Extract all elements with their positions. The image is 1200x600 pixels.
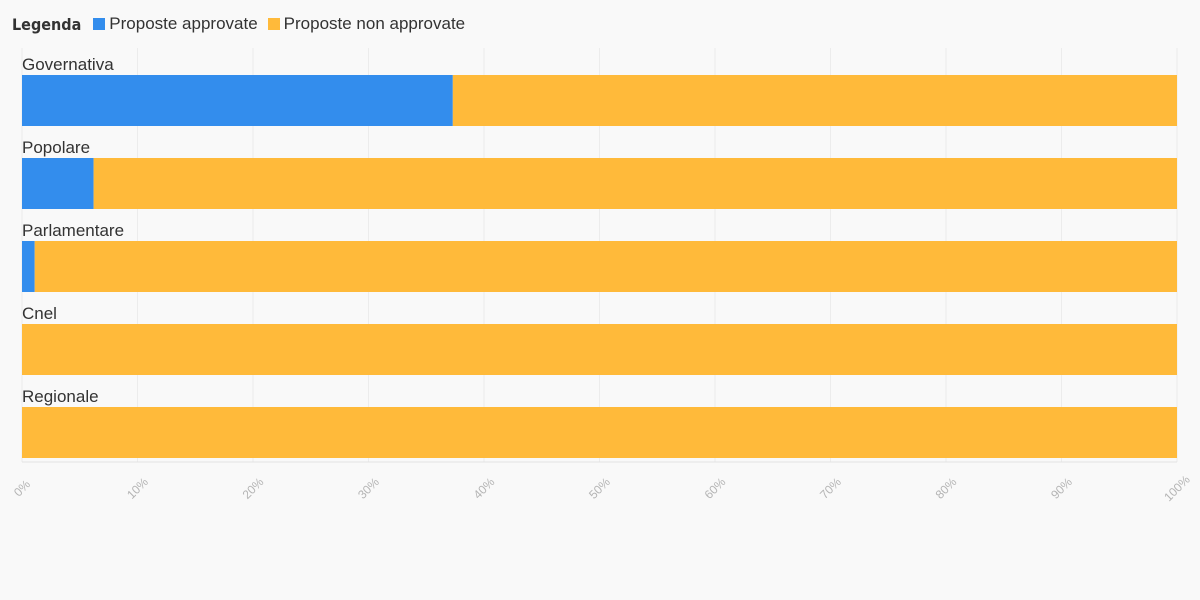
- category-label: Parlamentare: [22, 221, 124, 240]
- bar-segment[interactable]: [22, 241, 35, 292]
- legend-item-approvate[interactable]: Proposte approvate: [93, 14, 258, 34]
- bar-segment[interactable]: [34, 241, 1178, 292]
- x-tick-label: 80%: [933, 475, 960, 502]
- x-tick-label: 10%: [124, 475, 151, 502]
- x-tick-label: 0%: [11, 477, 33, 499]
- x-tick-label: 70%: [817, 475, 844, 502]
- x-tick-label: 100%: [1161, 472, 1193, 504]
- x-tick-label: 40%: [471, 475, 498, 502]
- bar-segment[interactable]: [452, 75, 1177, 126]
- x-tick-label: 90%: [1048, 475, 1075, 502]
- legend-label-approvate: Proposte approvate: [109, 14, 258, 33]
- category-label: Cnel: [22, 304, 57, 323]
- x-tick-label: 30%: [355, 475, 382, 502]
- bar-segment[interactable]: [22, 407, 1177, 458]
- bar-segment[interactable]: [22, 158, 94, 209]
- legend: Legenda Proposte approvate Proposte non …: [12, 12, 465, 36]
- category-label: Regionale: [22, 387, 99, 406]
- legend-swatch-non-approvate: [267, 18, 280, 30]
- legend-label-non-approvate: Proposte non approvate: [283, 14, 466, 33]
- x-tick-label: 50%: [586, 475, 613, 502]
- category-label: Popolare: [22, 138, 90, 157]
- bar-segment[interactable]: [93, 158, 1178, 209]
- bar-segment[interactable]: [22, 324, 1177, 375]
- x-tick-label: 60%: [702, 475, 729, 502]
- legend-title: Legenda: [12, 14, 82, 34]
- x-tick-label: 20%: [240, 475, 267, 502]
- bar-segment[interactable]: [22, 75, 453, 126]
- category-label: Governativa: [22, 55, 114, 74]
- legend-item-non-approvate[interactable]: Proposte non approvate: [267, 14, 466, 34]
- legend-swatch-approvate: [93, 18, 106, 30]
